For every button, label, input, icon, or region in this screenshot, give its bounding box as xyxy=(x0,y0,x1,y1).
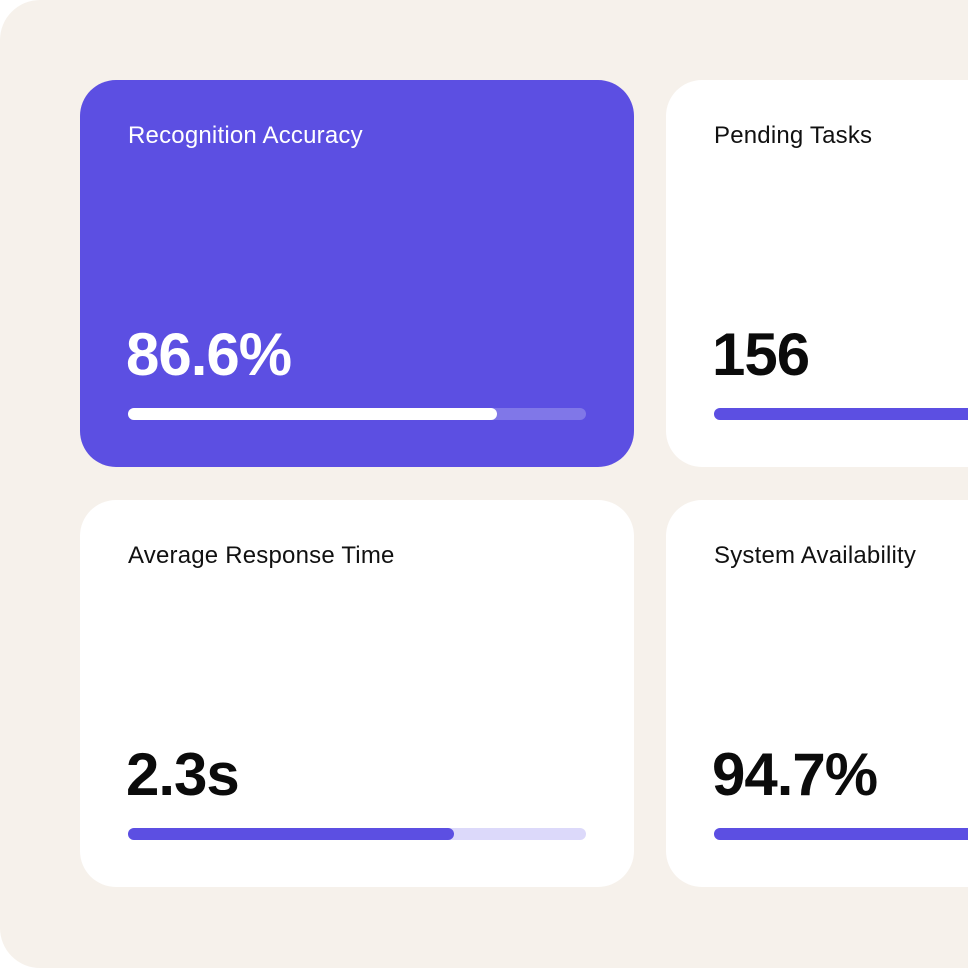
metric-card-recognition-accuracy[interactable]: Recognition Accuracy 86.6% xyxy=(80,80,634,467)
progress-bar xyxy=(128,828,586,840)
metric-label: System Availability xyxy=(714,542,917,569)
progress-bar xyxy=(714,408,968,420)
progress-fill xyxy=(714,828,968,840)
progress-fill xyxy=(714,408,968,420)
progress-bar xyxy=(714,828,968,840)
metric-label: Pending Tasks xyxy=(714,122,873,149)
metric-label: Recognition Accuracy xyxy=(128,122,363,149)
metric-value: 86.6% xyxy=(126,321,292,388)
progress-bar xyxy=(128,408,586,420)
progress-fill xyxy=(128,408,498,420)
metric-value: 2.3s xyxy=(126,741,240,808)
metric-label: Average Response Time xyxy=(128,542,395,569)
metric-card-average-response-time[interactable]: Average Response Time 2.3s xyxy=(80,500,634,887)
metric-card-pending-tasks[interactable]: Pending Tasks 156 xyxy=(666,80,968,467)
metric-value: 156 xyxy=(712,321,810,388)
progress-fill xyxy=(128,828,455,840)
metric-card-system-availability[interactable]: System Availability 94.7% xyxy=(666,500,968,887)
metric-value: 94.7% xyxy=(712,741,878,808)
